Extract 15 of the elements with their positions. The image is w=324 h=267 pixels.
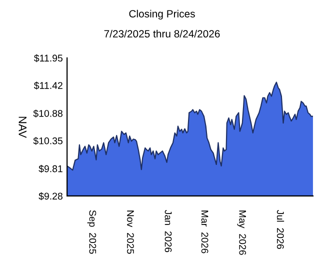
x-tick-label: Mar 2026 (201, 210, 208, 254)
y-tick-label: $9.28 (38, 192, 62, 200)
y-tick-label: $9.81 (38, 164, 62, 173)
y-axis-title: NAV (18, 116, 26, 138)
x-tick-label: Nov 2025 (127, 210, 134, 254)
x-tick-label: Jul 2026 (276, 210, 284, 249)
y-tick-label: $11.95 (34, 54, 62, 62)
x-tick-label: Jan 2026 (164, 210, 172, 252)
chart-subtitle: 7/23/2025 thru 8/24/2026 (104, 30, 220, 38)
x-tick-label: Sep 2025 (87, 210, 96, 254)
y-tick-label: $10.88 (33, 110, 62, 118)
y-tick-label: $10.35 (33, 136, 62, 145)
y-tick-label: $11.42 (34, 82, 62, 90)
x-tick-label: May 2026 (237, 210, 246, 255)
chart-title: Closing Prices (129, 10, 195, 20)
